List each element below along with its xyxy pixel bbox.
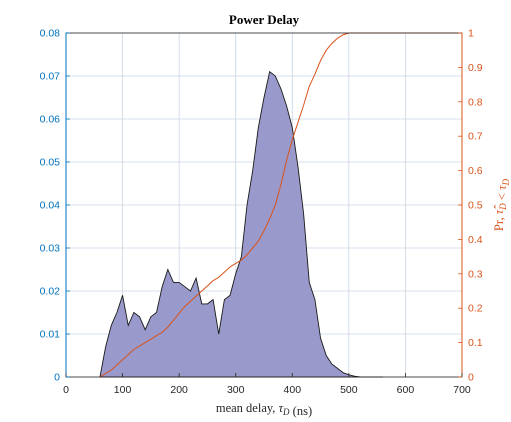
x-tick-label: 500 <box>340 384 358 396</box>
x-tick-label: 0 <box>63 384 69 396</box>
right-y-tick-label: 0.6 <box>468 165 483 177</box>
right-y-axis-label: Pr, τ̂D < τD <box>492 178 511 231</box>
right-y-tick-label: 1 <box>468 28 474 40</box>
right-y-tick-label: 0.4 <box>468 234 483 246</box>
left-y-tick-label: 0.04 <box>40 200 61 212</box>
right-y-tick-label: 0.9 <box>468 62 483 74</box>
left-y-tick-label: 0.03 <box>40 243 61 255</box>
axes: 0 100 200 300 400 500 600 70000.010.020.030.040… <box>40 28 483 397</box>
x-tick-label: 600 <box>397 384 415 396</box>
chart-title: Power Delay <box>229 12 300 27</box>
left-y-tick-label: 0.07 <box>40 71 61 83</box>
x-tick-label: 700 <box>453 384 471 396</box>
left-y-tick-label: 0.05 <box>40 157 61 169</box>
right-y-tick-label: 0.8 <box>468 96 483 108</box>
left-y-tick-label: 0.06 <box>40 114 61 126</box>
x-axis-label: mean delay, τD (ns) <box>216 401 312 418</box>
pdf-area <box>99 70 383 378</box>
right-y-tick-label: 0.1 <box>468 337 483 349</box>
left-y-tick-label: 0.02 <box>40 286 61 298</box>
right-y-tick-label: 0.7 <box>468 131 483 143</box>
right-y-tick-label: 0.2 <box>468 303 483 315</box>
x-tick-label: 400 <box>284 384 302 396</box>
left-y-tick-label: 0.08 <box>40 28 61 40</box>
right-y-tick-label: 0.5 <box>468 200 483 212</box>
x-tick-label: 300 <box>227 384 245 396</box>
right-y-tick-label: 0 <box>468 372 474 384</box>
left-y-tick-label: 0 <box>54 372 60 384</box>
x-tick-label: 200 <box>170 384 188 396</box>
right-y-tick-label: 0.3 <box>468 268 483 280</box>
x-tick-label: 100 <box>114 384 132 396</box>
left-y-tick-label: 0.01 <box>40 329 61 341</box>
